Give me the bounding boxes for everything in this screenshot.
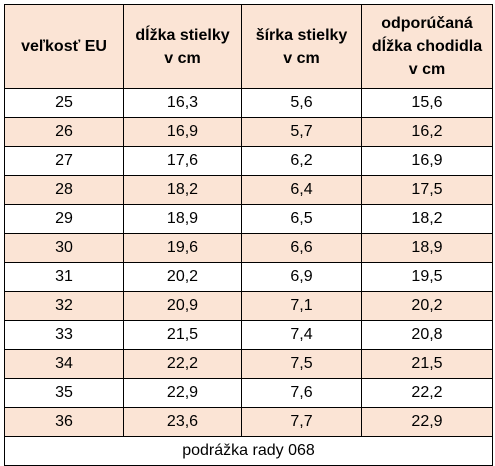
cell-foot-length: 21,5 <box>361 349 493 379</box>
cell-foot-length: 16,9 <box>361 146 493 176</box>
cell-eu-size: 25 <box>4 88 124 118</box>
cell-foot-length: 15,6 <box>361 88 493 118</box>
table-row: 27 17,6 6,2 16,9 <box>4 146 493 176</box>
cell-insole-length: 18,2 <box>123 175 242 205</box>
cell-insole-width: 6,2 <box>241 146 362 176</box>
size-chart: veľkosť EU dĺžka stielky v cm šírka stie… <box>4 4 493 466</box>
cell-eu-size: 35 <box>4 378 124 408</box>
table-row: 28 18,2 6,4 17,5 <box>4 175 493 205</box>
cell-insole-width: 7,6 <box>241 378 362 408</box>
cell-insole-width: 7,4 <box>241 320 362 350</box>
cell-eu-size: 28 <box>4 175 124 205</box>
cell-insole-length: 19,6 <box>123 233 242 263</box>
table-row: 25 16,3 5,6 15,6 <box>4 88 493 118</box>
cell-insole-length: 21,5 <box>123 320 242 350</box>
cell-insole-width: 7,5 <box>241 349 362 379</box>
table-row: 36 23,6 7,7 22,9 <box>4 407 493 437</box>
cell-insole-width: 5,7 <box>241 117 362 147</box>
table-row: 35 22,9 7,6 22,2 <box>4 378 493 408</box>
header-eu-size-line: veľkosť EU <box>21 38 107 55</box>
cell-eu-size: 30 <box>4 233 124 263</box>
sole-series-note: podrážka rady 068 <box>4 436 493 466</box>
cell-insole-length: 18,9 <box>123 204 242 234</box>
cell-insole-width: 6,6 <box>241 233 362 263</box>
cell-foot-length: 18,2 <box>361 204 493 234</box>
cell-insole-length: 20,2 <box>123 262 242 292</box>
cell-foot-length: 18,9 <box>361 233 493 263</box>
cell-foot-length: 17,5 <box>361 175 493 205</box>
table-row: 31 20,2 6,9 19,5 <box>4 262 493 292</box>
header-foot-length: odporúčaná dĺžka chodidla v cm <box>361 4 493 89</box>
cell-insole-width: 6,4 <box>241 175 362 205</box>
header-insole-width-line-1: šírka stielky <box>255 26 348 44</box>
cell-insole-length: 16,3 <box>123 88 242 118</box>
header-foot-length-line-3: v cm <box>408 61 446 78</box>
header-insole-length: dĺžka stielky v cm <box>123 4 242 89</box>
cell-insole-width: 6,9 <box>241 262 362 292</box>
cell-eu-size: 34 <box>4 349 124 379</box>
header-insole-width: šírka stielky v cm <box>241 4 362 89</box>
table-row: 33 21,5 7,4 20,8 <box>4 320 493 350</box>
cell-eu-size: 33 <box>4 320 124 350</box>
table-row: 30 19,6 6,6 18,9 <box>4 233 493 263</box>
footer-row: podrážka rady 068 <box>4 436 493 466</box>
cell-insole-width: 5,6 <box>241 88 362 118</box>
cell-foot-length: 22,9 <box>361 407 493 437</box>
table-row: 32 20,9 7,1 20,2 <box>4 291 493 321</box>
cell-eu-size: 32 <box>4 291 124 321</box>
table-row: 34 22,2 7,5 21,5 <box>4 349 493 379</box>
header-insole-length-line-1: dĺžka stielky <box>135 26 230 44</box>
cell-foot-length: 20,8 <box>361 320 493 350</box>
cell-eu-size: 26 <box>4 117 124 147</box>
table-row: 29 18,9 6,5 18,2 <box>4 204 493 234</box>
header-insole-length-line-2: v cm <box>164 49 201 67</box>
cell-insole-length: 22,2 <box>123 349 242 379</box>
header-eu-size: veľkosť EU <box>4 4 124 89</box>
cell-insole-length: 22,9 <box>123 378 242 408</box>
cell-foot-length: 16,2 <box>361 117 493 147</box>
cell-foot-length: 20,2 <box>361 291 493 321</box>
cell-foot-length: 19,5 <box>361 262 493 292</box>
header-foot-length-line-2: dĺžka chodidla <box>371 38 483 55</box>
cell-insole-width: 7,7 <box>241 407 362 437</box>
table-row: 26 16,9 5,7 16,2 <box>4 117 493 147</box>
cell-insole-width: 7,1 <box>241 291 362 321</box>
header-insole-width-line-2: v cm <box>283 49 320 67</box>
size-table: veľkosť EU dĺžka stielky v cm šírka stie… <box>4 4 493 466</box>
cell-eu-size: 31 <box>4 262 124 292</box>
header-foot-length-line-1: odporúčaná <box>381 15 473 32</box>
cell-insole-length: 20,9 <box>123 291 242 321</box>
cell-insole-length: 16,9 <box>123 117 242 147</box>
cell-insole-width: 6,5 <box>241 204 362 234</box>
header-row: veľkosť EU dĺžka stielky v cm šírka stie… <box>4 4 493 89</box>
table-body: 25 16,3 5,6 15,6 26 16,9 5,7 16,2 27 17,… <box>4 88 493 437</box>
cell-foot-length: 22,2 <box>361 378 493 408</box>
cell-eu-size: 29 <box>4 204 124 234</box>
cell-insole-length: 23,6 <box>123 407 242 437</box>
cell-eu-size: 36 <box>4 407 124 437</box>
cell-insole-length: 17,6 <box>123 146 242 176</box>
cell-eu-size: 27 <box>4 146 124 176</box>
